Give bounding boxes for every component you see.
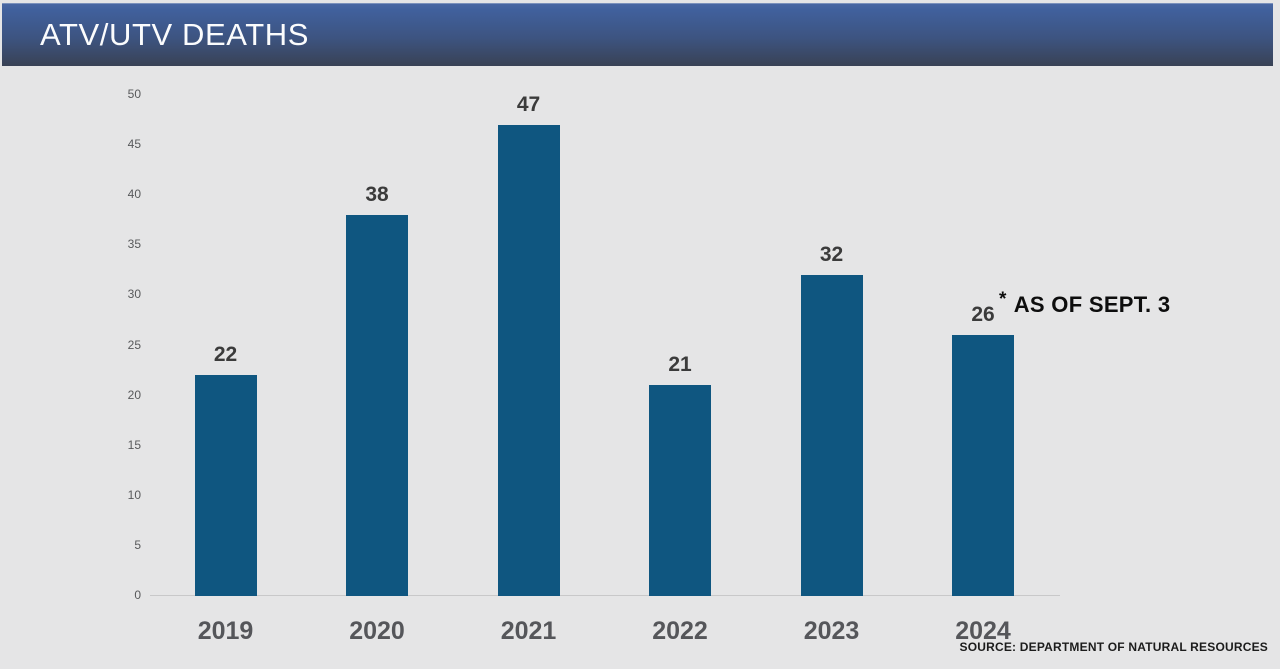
chart-title-banner: ATV/UTV DEATHS — [2, 3, 1273, 66]
bar-2022 — [649, 385, 711, 596]
y-axis-tick-label: 5 — [134, 537, 141, 552]
bar-value-label: 26 — [971, 303, 995, 326]
x-axis-category-label: 2024 — [955, 617, 1011, 645]
bar-value-label: 22 — [213, 343, 238, 366]
x-axis-line — [150, 595, 1060, 596]
bar-2024 — [952, 335, 1014, 596]
bar-value-label: 38 — [365, 183, 389, 206]
x-axis-category-label: 2019 — [197, 617, 254, 645]
bar-2019 — [194, 375, 257, 596]
bar-2020 — [346, 215, 408, 596]
bar-value-label: 47 — [516, 93, 541, 116]
bar-2023 — [800, 275, 863, 596]
y-axis-tick-label: 0 — [134, 588, 141, 602]
y-axis-tick-label: 25 — [127, 337, 141, 352]
page-title: ATV/UTV DEATHS — [40, 16, 310, 52]
y-axis-tick-label: 45 — [127, 137, 141, 152]
bar-2021 — [497, 125, 560, 596]
x-axis-category-label: 2023 — [803, 617, 860, 645]
source-credit: SOURCE: DEPARTMENT OF NATURAL RESOURCES — [959, 640, 1268, 654]
y-axis-tick-label: 40 — [127, 187, 141, 202]
bar-value-label: 32 — [819, 243, 844, 266]
x-axis-category-label: 2021 — [500, 617, 557, 645]
y-axis-tick-label: 35 — [127, 237, 141, 252]
bar-value-label: 21 — [668, 353, 692, 376]
x-axis-category-label: 2022 — [652, 617, 708, 645]
footnote-annotation: * AS OF SEPT. 3 — [999, 289, 1171, 318]
y-axis-tick-label: 20 — [127, 387, 141, 402]
y-axis-tick-label: 15 — [127, 437, 141, 452]
y-axis-tick-label: 30 — [127, 287, 141, 302]
footnote-text: AS OF SEPT. 3 — [1013, 292, 1171, 317]
x-axis-category-label: 2020 — [349, 617, 405, 645]
asterisk-icon: * — [999, 289, 1007, 310]
y-axis-tick-label: 50 — [127, 87, 141, 101]
y-axis-tick-label: 10 — [127, 487, 141, 502]
